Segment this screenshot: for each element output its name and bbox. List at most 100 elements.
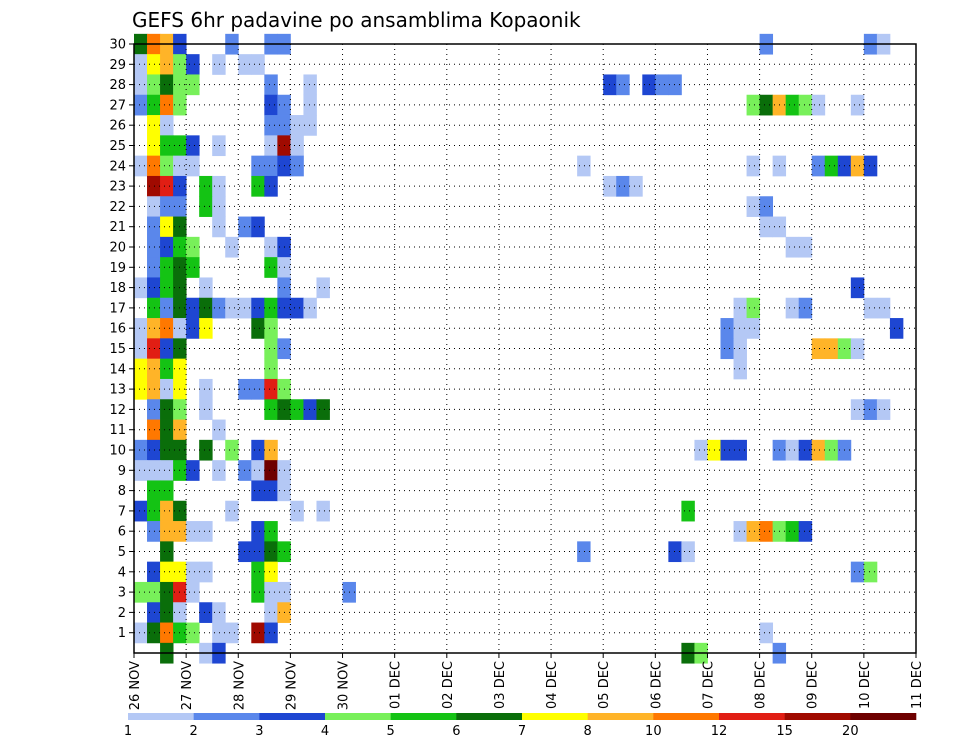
- heat-cell: [147, 500, 161, 522]
- heat-cell: [134, 622, 148, 644]
- heat-cell: [746, 94, 760, 116]
- colorbar-swatch: [653, 713, 720, 720]
- heat-cell: [303, 115, 317, 136]
- heat-cell: [251, 622, 265, 644]
- y-tick-label: 8: [118, 484, 126, 499]
- x-tick-label: 10 DEC: [858, 661, 873, 709]
- heat-cell: [303, 94, 317, 116]
- heat-cell: [733, 297, 747, 319]
- heat-cell: [225, 500, 239, 522]
- heat-cell: [160, 135, 174, 157]
- heat-cell: [160, 338, 174, 360]
- heat-cell: [251, 521, 265, 542]
- heat-cell: [746, 318, 760, 339]
- heat-cell: [733, 318, 747, 339]
- heat-cell: [264, 115, 278, 136]
- x-tick-label: 09 DEC: [806, 661, 821, 709]
- heat-cell: [212, 196, 226, 217]
- heat-cell: [134, 277, 148, 299]
- colorbar-label: 7: [518, 724, 526, 739]
- grid-lines: [134, 44, 916, 653]
- y-tick-label: 17: [109, 301, 126, 316]
- heat-cell: [616, 74, 630, 96]
- heat-cell: [199, 175, 213, 197]
- heat-cell: [251, 175, 265, 197]
- heat-cell: [147, 358, 161, 380]
- heat-cell: [759, 622, 774, 644]
- heat-cell: [134, 439, 148, 461]
- heat-cell: [316, 277, 330, 299]
- colorbar-swatch: [325, 713, 391, 720]
- heat-cell: [811, 155, 826, 177]
- heat-cell: [264, 378, 278, 400]
- heat-cell: [264, 541, 278, 563]
- heat-cell: [863, 399, 878, 420]
- heat-cell: [199, 277, 213, 299]
- heat-cell: [147, 399, 161, 420]
- heat-cell: [759, 216, 774, 238]
- x-tick-label: 11 DEC: [910, 661, 925, 709]
- heat-cell: [186, 561, 200, 583]
- heat-cell: [264, 94, 278, 116]
- heat-cell: [212, 622, 226, 644]
- heat-cell: [251, 439, 265, 461]
- heat-cell: [160, 297, 174, 319]
- y-tick-label: 20: [109, 241, 126, 256]
- heat-cell: [290, 155, 304, 177]
- heat-cell: [824, 338, 839, 360]
- heat-cell: [629, 175, 643, 197]
- y-tick-label: 3: [118, 586, 126, 601]
- x-tick-label: 08 DEC: [754, 661, 769, 709]
- heat-cell: [759, 196, 774, 217]
- colorbar-label: 3: [255, 724, 263, 739]
- heat-cell: [134, 581, 148, 603]
- heat-cell: [199, 399, 213, 420]
- heat-cell: [264, 480, 278, 502]
- heat-cell: [160, 196, 174, 217]
- y-tick-label: 11: [109, 423, 126, 438]
- heat-cell: [616, 175, 630, 197]
- heat-cell: [264, 257, 278, 278]
- y-tick-label: 23: [109, 180, 126, 195]
- heat-cell: [212, 216, 226, 238]
- heat-cell: [264, 135, 278, 157]
- heat-cell: [251, 297, 265, 319]
- heat-cell: [290, 500, 304, 522]
- heat-cell: [160, 419, 174, 441]
- heat-cell: [251, 460, 265, 481]
- heat-cell: [160, 155, 174, 177]
- heat-cell: [264, 561, 278, 583]
- x-tick-label: 28 NOV: [232, 661, 247, 710]
- heat-cell: [668, 74, 682, 96]
- heat-cell: [251, 480, 265, 502]
- colorbar-swatch: [850, 713, 917, 720]
- heat-cell: [160, 115, 174, 136]
- heat-cell: [251, 378, 265, 400]
- colorbar-swatch: [456, 713, 523, 720]
- heat-cell: [303, 399, 317, 420]
- heat-cell: [160, 74, 174, 96]
- heat-cell: [147, 581, 161, 603]
- heat-cell: [160, 500, 174, 522]
- heat-cell: [147, 439, 161, 461]
- x-tick-label: 01 DEC: [389, 661, 404, 709]
- heat-cell: [251, 541, 265, 563]
- heat-cell: [147, 74, 161, 96]
- heat-cell: [160, 358, 174, 380]
- colorbar-swatch: [784, 713, 851, 720]
- heat-cell: [134, 460, 148, 481]
- heat-cell: [251, 216, 265, 238]
- heat-cell: [577, 541, 591, 563]
- heat-cell: [160, 257, 174, 278]
- heat-cell: [264, 155, 278, 177]
- heat-cell: [264, 338, 278, 360]
- heat-cell: [720, 439, 734, 461]
- heat-cell: [251, 54, 265, 75]
- colorbar-swatch: [390, 713, 457, 720]
- heat-cell: [147, 54, 161, 75]
- heat-cell: [850, 338, 865, 360]
- heat-cell: [785, 297, 800, 319]
- heat-cell: [798, 297, 813, 319]
- heat-cell: [264, 622, 278, 644]
- heat-cell: [147, 135, 161, 157]
